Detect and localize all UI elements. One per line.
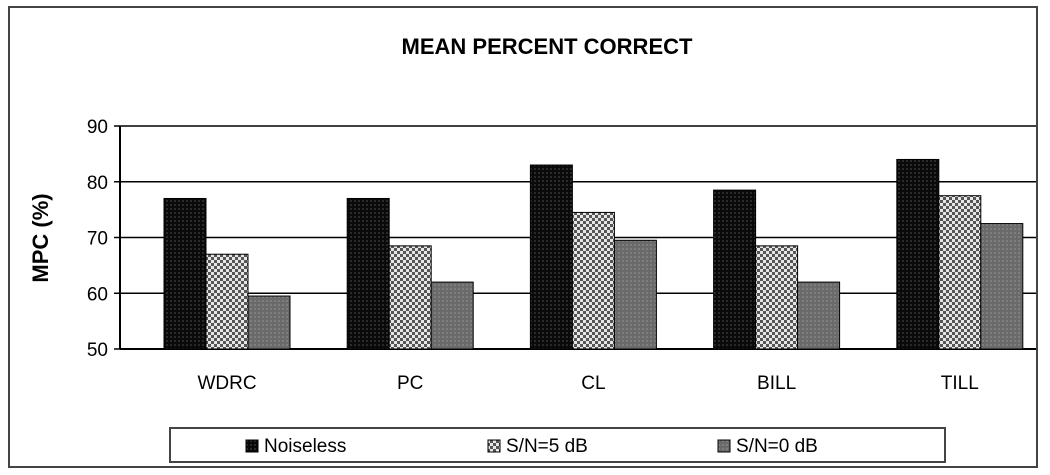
legend-label-sn0: S/N=0 dB [736, 436, 818, 457]
legend-swatch-sn0 [717, 439, 731, 453]
y-tick-label: 50 [87, 340, 108, 361]
x-tick-label: CL [581, 373, 605, 394]
bar-sn0-till [980, 223, 1024, 350]
x-tick-label: TILL [941, 373, 979, 394]
bar-noiseless-cl [529, 164, 573, 350]
y-tick-label: 70 [87, 229, 108, 250]
bar-sn0-bill [797, 281, 841, 350]
bar-sn0-pc [430, 281, 474, 350]
y-tick-label: 90 [87, 117, 108, 138]
legend-label-sn5: S/N=5 dB [506, 436, 588, 457]
x-tick-label: PC [397, 373, 423, 394]
bar-sn5-cl [571, 211, 615, 350]
bar-sn0-cl [613, 239, 657, 350]
bar-sn5-pc [388, 245, 432, 350]
y-tick-labels: 50 60 70 80 90 [87, 117, 108, 361]
bar-sn0-wdrc [247, 295, 291, 350]
legend-label-noiseless: Noiseless [264, 436, 346, 457]
legend-box [169, 427, 946, 463]
bar-noiseless-bill [713, 189, 757, 350]
chart-frame: MEAN PERCENT CORRECT MPC (%) 50 60 70 80 90 … [8, 6, 1038, 468]
chart-svg: MEAN PERCENT CORRECT MPC (%) 5060708090 … [28, 34, 1036, 463]
bar-sn5-wdrc [205, 253, 249, 350]
bar-noiseless-pc [346, 197, 390, 350]
chart-title: MEAN PERCENT CORRECT [402, 34, 693, 59]
bar-noiseless-till [896, 158, 940, 350]
x-tick-label: WDRC [197, 373, 256, 394]
bar-sn5-bill [755, 245, 799, 350]
legend-swatch-noiseless [245, 439, 259, 453]
y-tick-label: 80 [87, 173, 108, 194]
bar-noiseless-wdrc [163, 197, 207, 350]
legend: Noiseless S/N=5 dB S/N=0 dB [169, 427, 946, 463]
x-tick-labels: WDRC PC CL BILL TILL [197, 373, 978, 394]
y-axis-label: MPC (%) [28, 193, 53, 282]
y-tick-label: 60 [87, 284, 108, 305]
x-tick-label: BILL [757, 373, 796, 394]
bar-sn5-till [938, 195, 982, 350]
legend-swatch-sn5 [487, 439, 501, 453]
bar-layer [163, 158, 1024, 350]
